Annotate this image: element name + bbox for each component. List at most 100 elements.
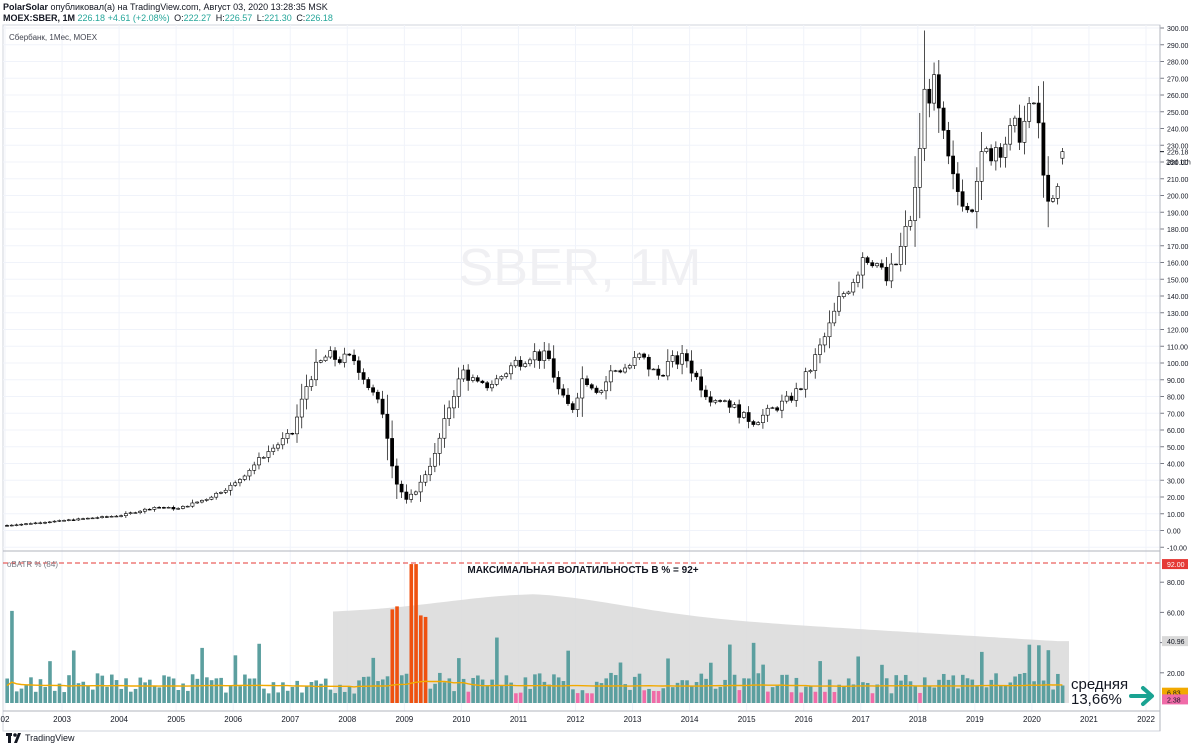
candle-body — [851, 282, 856, 293]
volatility-bar — [604, 678, 609, 703]
volatility-bar — [875, 684, 880, 703]
volatility-bar — [10, 610, 14, 703]
volatility-bar — [742, 678, 746, 703]
price-tick-label: 60.00 — [1167, 428, 1185, 435]
volatility-bar — [732, 674, 737, 703]
volatility-bar — [257, 643, 261, 703]
volatility-bar — [941, 673, 946, 703]
volatility-bar — [62, 692, 67, 703]
volatility-bar — [471, 677, 475, 703]
volatility-bar — [129, 691, 133, 703]
volatility-bar — [937, 679, 941, 703]
volatility-bar — [276, 692, 280, 703]
candle-body — [898, 246, 903, 265]
volatility-bar — [685, 680, 689, 703]
candle-body — [271, 447, 276, 452]
candle-body — [513, 359, 518, 367]
chart-legend[interactable]: Сбербанк, 1Мес, MOEX — [9, 33, 98, 42]
candle-body — [551, 358, 556, 378]
volatility-bar — [385, 676, 390, 703]
volatility-bar — [361, 676, 366, 703]
price-axis[interactable]: 300.00 290.00 280.00 270.00 260.00 250.00 240.… — [1159, 25, 1191, 731]
candle-body — [28, 523, 33, 525]
volatility-bar — [285, 690, 290, 703]
candle-body — [703, 389, 708, 398]
average-value-tag: 6.83 — [1167, 691, 1181, 698]
candle-body — [879, 263, 884, 268]
candle-body — [347, 353, 352, 356]
candle-body — [76, 518, 81, 521]
volatility-bar — [1060, 685, 1065, 703]
candle-body — [85, 517, 90, 520]
candle-body — [318, 360, 323, 363]
volatility-bar — [162, 675, 166, 703]
time-tick-label: 2021 — [1080, 715, 1098, 724]
price-tick-label: 100.00 — [1167, 361, 1189, 368]
candle-body — [665, 361, 670, 377]
indicator-legend[interactable]: oBATR % (84) — [7, 560, 58, 569]
candle-body — [965, 206, 970, 211]
candle-body — [684, 353, 689, 362]
candle-body — [309, 379, 314, 387]
candle-body — [589, 384, 594, 389]
candle-body — [100, 516, 104, 518]
candle-body — [1046, 174, 1051, 202]
volatility-bar — [542, 681, 547, 703]
candle-body — [708, 396, 713, 403]
volatility-bar — [1032, 681, 1036, 703]
candle-body — [870, 262, 875, 267]
price-tick-label: 210.00 — [1167, 177, 1189, 184]
candle-body — [1036, 102, 1041, 124]
candle-body — [290, 433, 295, 435]
time-axis[interactable]: 02 2003 2004 2005 2006 2007 2008 2009 2010 2011 20… — [1, 710, 1160, 724]
volatility-bar — [24, 685, 29, 703]
last-value-tag-bg — [1162, 694, 1188, 705]
volatility-bar — [480, 679, 485, 703]
time-tick-label: 2007 — [281, 715, 299, 724]
candle-body — [974, 181, 979, 212]
volatility-bar — [747, 678, 751, 703]
time-tick-label: 02 — [1, 715, 10, 724]
volatility-bar — [200, 647, 204, 703]
candle-body — [104, 516, 109, 518]
volatility-bar — [1046, 650, 1051, 703]
volatility-bar — [433, 683, 437, 703]
volatility-bar — [290, 687, 295, 703]
volatility-bar — [908, 681, 913, 703]
volatility-bar — [148, 679, 152, 703]
candle-body — [751, 421, 756, 425]
price-tick-label: -10.00 — [1167, 545, 1187, 552]
candle-body — [865, 257, 870, 263]
volatility-bar — [219, 677, 223, 703]
candle-body — [613, 370, 618, 372]
open-value: 222.27 — [183, 13, 212, 23]
volatility-bar — [124, 678, 128, 703]
volatility-bar — [190, 674, 195, 703]
candle-body — [518, 359, 523, 367]
candle-body — [732, 404, 737, 408]
candle-body — [1003, 143, 1008, 158]
volatility-bar — [666, 658, 670, 703]
candle-body — [960, 191, 965, 207]
price-tick-label: 110.00 — [1167, 344, 1188, 351]
volatility-bar — [319, 683, 323, 703]
volatility-bars — [5, 564, 1065, 703]
volatility-bar — [447, 678, 452, 703]
volatility-bar — [1056, 673, 1060, 703]
volatility-bar — [751, 642, 756, 703]
candle-body — [808, 370, 813, 373]
candle-body — [979, 151, 984, 182]
volatility-bar — [295, 680, 300, 703]
candle-body — [181, 506, 185, 509]
candle-body — [813, 354, 818, 371]
candle-body — [1008, 125, 1013, 145]
volatility-bar — [984, 687, 989, 703]
volatility-bar — [846, 678, 851, 703]
volatility-bar — [438, 672, 442, 703]
volatility-band — [333, 594, 1069, 703]
time-tick-label: 2011 — [510, 715, 528, 724]
candle-body — [280, 438, 285, 446]
last-price-label: 226.18 — [1167, 150, 1189, 157]
